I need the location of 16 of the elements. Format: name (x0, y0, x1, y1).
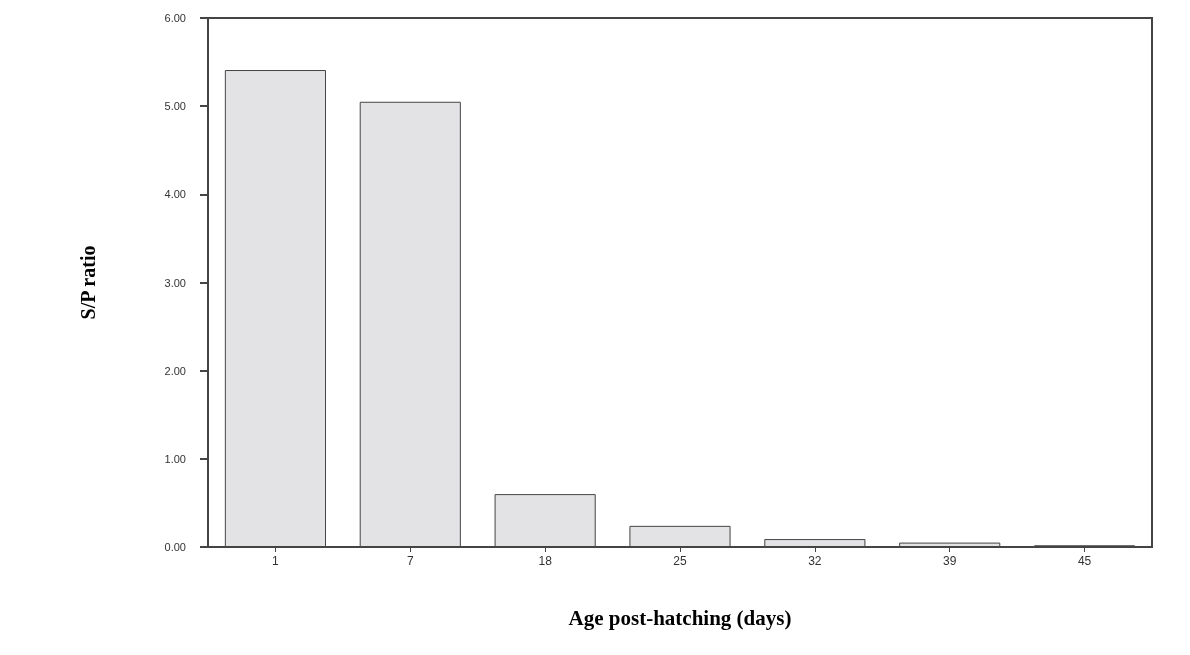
x-tick-label: 25 (673, 554, 687, 568)
x-tick-label: 32 (808, 554, 822, 568)
x-tick-label: 39 (943, 554, 957, 568)
y-tick-label: 2.00 (164, 364, 186, 377)
x-axis-title: Age post-hatching (days) (568, 605, 792, 630)
y-tick-label: 6.00 (164, 12, 186, 24)
y-axis-title: S/P ratio (77, 245, 99, 320)
y-tick-label: 0.00 (164, 541, 186, 553)
y-tick-label: 5.00 (164, 100, 186, 113)
x-tick-label: 7 (406, 554, 414, 568)
x-tick-label: 1 (272, 554, 280, 568)
y-tick-label: 1.00 (164, 452, 186, 465)
x-tick-label: 45 (1077, 554, 1092, 568)
y-tick-label: 3.00 (164, 276, 186, 289)
y-tick-label: 4.00 (164, 188, 186, 201)
x-tick-label: 18 (538, 554, 553, 568)
